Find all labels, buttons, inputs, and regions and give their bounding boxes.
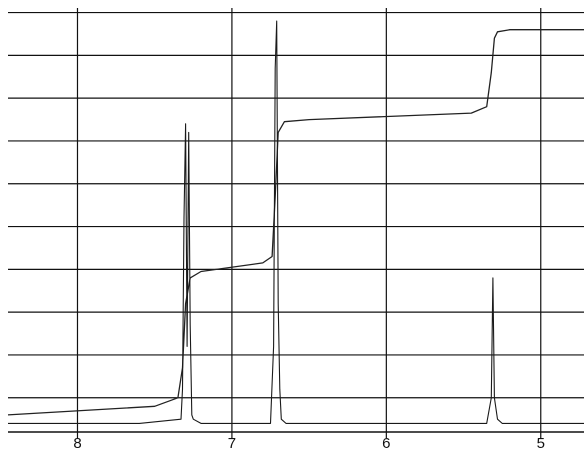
vertical-gridlines — [76, 8, 542, 438]
x-tick-label-7: 7 — [228, 435, 236, 450]
integral-curve — [7, 29, 584, 416]
x-tick-labels: 8 7 6 5 — [73, 435, 545, 450]
x-tick-label-8: 8 — [73, 435, 81, 450]
horizontal-gridlines — [8, 11, 584, 399]
x-tick-label-6: 6 — [382, 435, 390, 450]
x-tick-label-5: 5 — [537, 435, 545, 450]
spectrum-trace — [8, 20, 584, 424]
